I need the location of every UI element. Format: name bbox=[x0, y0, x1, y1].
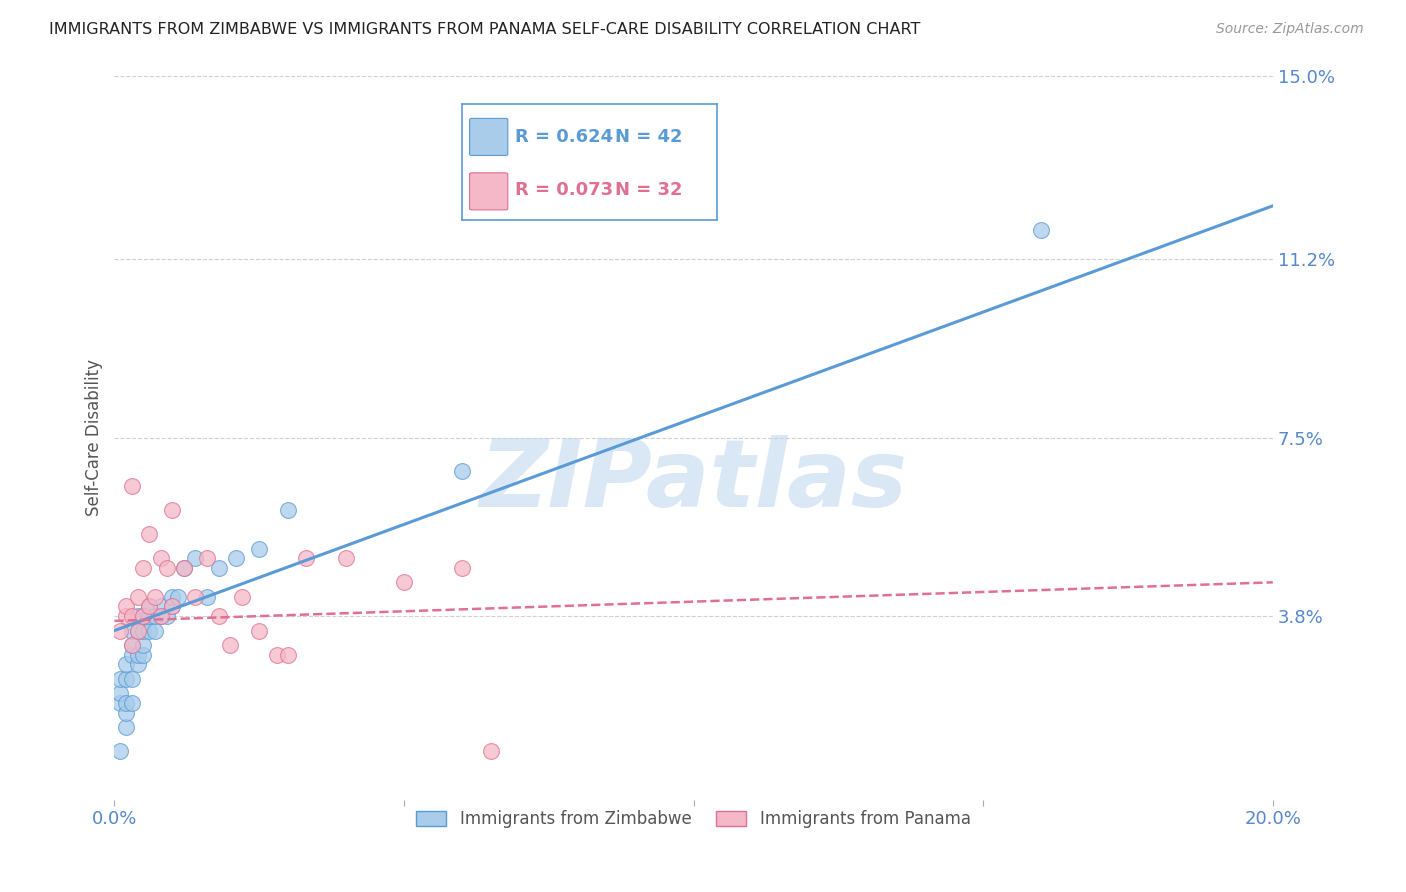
Point bbox=[132, 561, 155, 575]
Point bbox=[149, 551, 172, 566]
Point bbox=[127, 609, 149, 624]
Point bbox=[115, 706, 138, 720]
Legend: Immigrants from Zimbabwe, Immigrants from Panama: Immigrants from Zimbabwe, Immigrants fro… bbox=[409, 804, 977, 835]
Point bbox=[335, 551, 357, 566]
Point bbox=[121, 479, 143, 493]
Point bbox=[149, 609, 172, 624]
Point bbox=[121, 638, 143, 652]
Point bbox=[195, 590, 218, 604]
Point bbox=[138, 609, 160, 624]
Point bbox=[121, 648, 143, 662]
Point bbox=[451, 464, 474, 478]
Point bbox=[392, 575, 415, 590]
Y-axis label: Self-Care Disability: Self-Care Disability bbox=[86, 359, 103, 516]
Point bbox=[115, 720, 138, 734]
Point bbox=[294, 551, 316, 566]
Point bbox=[143, 624, 166, 638]
Point bbox=[108, 696, 131, 710]
Point bbox=[162, 599, 184, 614]
Point bbox=[247, 624, 270, 638]
Point bbox=[451, 561, 474, 575]
Point bbox=[132, 624, 155, 638]
Point bbox=[121, 696, 143, 710]
Point bbox=[138, 527, 160, 541]
Point bbox=[1029, 223, 1052, 237]
Point bbox=[225, 551, 247, 566]
Point bbox=[108, 624, 131, 638]
Point bbox=[208, 561, 231, 575]
Point bbox=[195, 551, 218, 566]
Point bbox=[173, 561, 195, 575]
Point bbox=[127, 657, 149, 672]
Point bbox=[162, 503, 184, 517]
Point bbox=[138, 599, 160, 614]
Point bbox=[149, 599, 172, 614]
Point bbox=[277, 648, 299, 662]
Point bbox=[143, 609, 166, 624]
Text: IMMIGRANTS FROM ZIMBABWE VS IMMIGRANTS FROM PANAMA SELF-CARE DISABILITY CORRELAT: IMMIGRANTS FROM ZIMBABWE VS IMMIGRANTS F… bbox=[49, 22, 921, 37]
Point bbox=[247, 541, 270, 556]
Point bbox=[127, 624, 149, 638]
Point bbox=[108, 744, 131, 758]
Text: ZIPatlas: ZIPatlas bbox=[479, 435, 908, 527]
Text: Source: ZipAtlas.com: Source: ZipAtlas.com bbox=[1216, 22, 1364, 37]
Point bbox=[149, 609, 172, 624]
Point bbox=[479, 744, 502, 758]
Point bbox=[155, 609, 177, 624]
Point bbox=[115, 657, 138, 672]
Point bbox=[115, 609, 138, 624]
Point bbox=[231, 590, 253, 604]
Point bbox=[277, 503, 299, 517]
Point bbox=[184, 551, 207, 566]
Point bbox=[219, 638, 242, 652]
Point bbox=[121, 624, 143, 638]
Point bbox=[143, 590, 166, 604]
Point bbox=[167, 590, 190, 604]
Point bbox=[115, 672, 138, 686]
Point bbox=[127, 590, 149, 604]
Point bbox=[266, 648, 288, 662]
Point bbox=[208, 609, 231, 624]
Point bbox=[162, 590, 184, 604]
Point bbox=[121, 609, 143, 624]
Point bbox=[162, 599, 184, 614]
Point bbox=[127, 624, 149, 638]
Point bbox=[132, 609, 155, 624]
Point bbox=[115, 696, 138, 710]
Point bbox=[132, 638, 155, 652]
Point bbox=[155, 561, 177, 575]
Point bbox=[115, 599, 138, 614]
Point bbox=[173, 561, 195, 575]
Point bbox=[121, 672, 143, 686]
Point bbox=[108, 672, 131, 686]
Point bbox=[138, 624, 160, 638]
Point bbox=[132, 648, 155, 662]
Point bbox=[184, 590, 207, 604]
Point bbox=[121, 638, 143, 652]
Point bbox=[108, 686, 131, 700]
Point bbox=[127, 648, 149, 662]
Point bbox=[138, 599, 160, 614]
Point bbox=[132, 609, 155, 624]
